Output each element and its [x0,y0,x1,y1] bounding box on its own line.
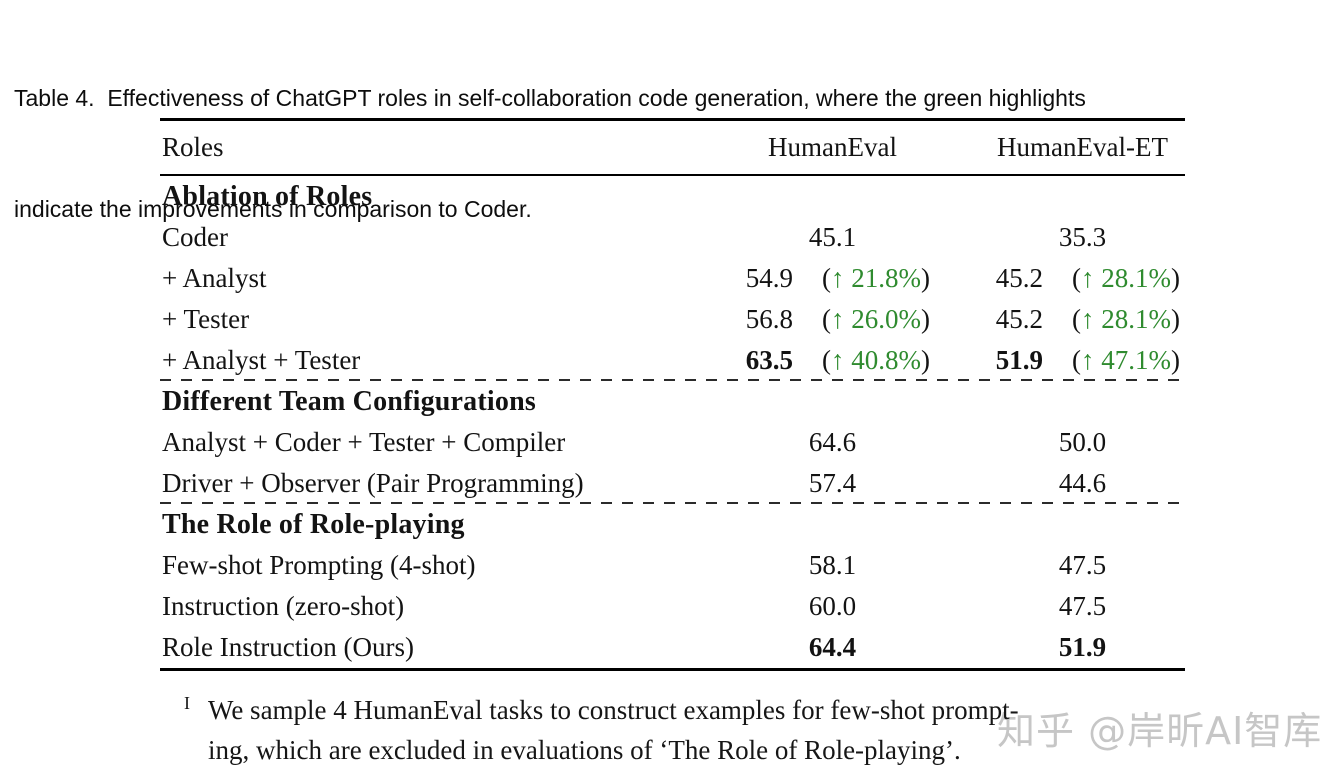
improvement-annotation: (↑ 47.1%) [1072,345,1180,375]
table-bottom-rule [160,668,1185,671]
section-row-ablation: Ablation of Roles [160,176,1185,217]
row-label: + Tester [162,304,250,334]
humaneval-et-cell: 47.5 [1058,591,1107,621]
humaneval-et-cell: 45.2 (↑ 28.1%) [985,299,1180,340]
humaneval-cell: 63.5 (↑ 40.8%) [735,340,930,381]
row-label: Instruction (zero-shot) [162,591,405,621]
humaneval-et-cell: 35.3 [1058,222,1107,252]
caption-line-1: Table 4. Effectiveness of ChatGPT roles … [14,85,1086,111]
row-label: Coder [162,222,228,252]
improvement-annotation: (↑ 21.8%) [822,263,930,293]
humaneval-et-cell: 50.0 [1058,427,1107,457]
humaneval-cell: 56.8 (↑ 26.0%) [735,299,930,340]
improvement-annotation: (↑ 28.1%) [1072,263,1180,293]
humaneval-cell: 64.4 [808,632,857,662]
humaneval-cell: 45.1 [808,222,857,252]
table-row-coder: Coder 45.1 35.3 [160,217,1185,258]
humaneval-cell: 64.6 [808,427,857,457]
results-table: Roles HumanEval HumanEval-ET Ablation of… [160,118,1185,671]
section-label: Ablation of Roles [162,181,373,212]
section-label: The Role of Role-playing [162,509,465,540]
humaneval-et-cell: 45.2 (↑ 28.1%) [985,258,1180,299]
humaneval-cell: 58.1 [808,550,857,580]
row-label: Analyst + Coder + Tester + Compiler [162,427,566,457]
up-arrow-improvement: ↑ 21.8% [831,263,921,293]
table-row-instruction: Instruction (zero-shot) 60.0 47.5 [160,586,1185,627]
humaneval-et-cell: 47.5 [1058,550,1107,580]
humaneval-cell: 54.9 (↑ 21.8%) [735,258,930,299]
table-footnote: I We sample 4 HumanEval tasks to constru… [184,690,1019,770]
header-humaneval-et: HumanEval-ET [997,132,1168,162]
table-row-full-team: Analyst + Coder + Tester + Compiler 64.6… [160,422,1185,463]
up-arrow-improvement: ↑ 28.1% [1081,263,1171,293]
humaneval-cell: 60.0 [808,591,857,621]
table-row-analyst: + Analyst 54.9 (↑ 21.8%) 45.2 (↑ 28.1%) [160,258,1185,299]
table-row-few-shot: Few-shot Prompting (4-shot) 58.1 47.5 [160,545,1185,586]
table-row-role-instruction: Role Instruction (Ours) 64.4 51.9 [160,627,1185,668]
footnote-line-2: ing, which are excluded in evaluations o… [208,735,961,765]
footnote-marker: I [184,693,190,713]
improvement-annotation: (↑ 26.0%) [822,304,930,334]
row-label: Driver + Observer (Pair Programming) [162,468,584,498]
improvement-annotation: (↑ 40.8%) [822,345,930,375]
table-header-row: Roles HumanEval HumanEval-ET [160,121,1185,176]
up-arrow-improvement: ↑ 26.0% [831,304,921,334]
row-label: Role Instruction (Ours) [162,632,414,662]
table-row-pair-programming: Driver + Observer (Pair Programming) 57.… [160,463,1185,504]
table-row-tester: + Tester 56.8 (↑ 26.0%) 45.2 (↑ 28.1%) [160,299,1185,340]
improvement-annotation: (↑ 28.1%) [1072,304,1180,334]
row-label: Few-shot Prompting (4-shot) [162,550,476,580]
table-top-rule [160,118,1185,121]
up-arrow-improvement: ↑ 47.1% [1081,345,1171,375]
up-arrow-improvement: ↑ 40.8% [831,345,921,375]
up-arrow-improvement: ↑ 28.1% [1081,304,1171,334]
watermark: 知乎 @岸昕AI智库 [997,709,1323,753]
humaneval-et-cell: 51.9 [1058,632,1107,662]
humaneval-cell: 57.4 [808,468,857,498]
header-roles: Roles [162,132,224,162]
row-label: + Analyst [162,263,267,293]
caption-line-2: indicate the improvements in comparison … [14,196,532,222]
table-caption: Table 4. Effectiveness of ChatGPT roles … [14,6,1086,302]
section-row-role-playing: The Role of Role-playing [160,504,1185,545]
header-humaneval: HumanEval [768,132,897,162]
table-row-analyst-tester: + Analyst + Tester 63.5 (↑ 40.8%) 51.9 (… [160,340,1185,381]
humaneval-et-cell: 51.9 (↑ 47.1%) [985,340,1180,381]
footnote-line-1: We sample 4 HumanEval tasks to construct… [208,695,1019,725]
humaneval-et-cell: 44.6 [1058,468,1107,498]
row-label: + Analyst + Tester [162,345,361,375]
section-row-team-configurations: Different Team Configurations [160,381,1185,422]
section-label: Different Team Configurations [162,386,536,417]
